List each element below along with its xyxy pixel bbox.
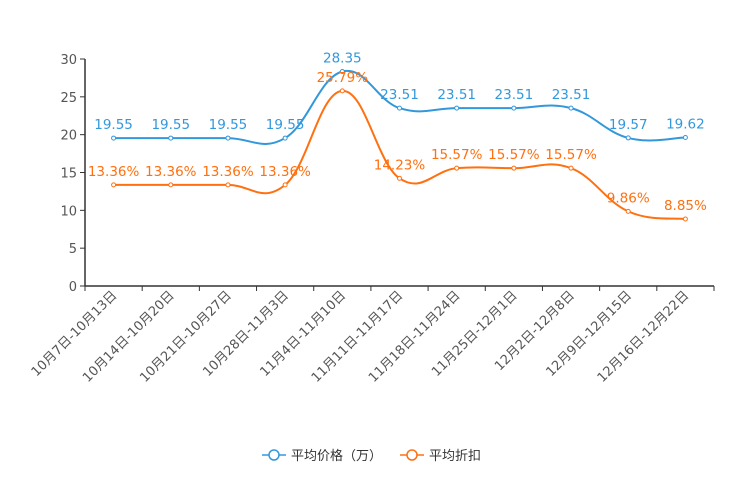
data-point[interactable] <box>511 165 517 171</box>
data-label: 14.23% <box>374 157 426 173</box>
data-point[interactable] <box>339 88 345 94</box>
data-point[interactable] <box>568 165 574 171</box>
data-label: 19.55 <box>94 117 133 133</box>
data-label: 23.51 <box>437 87 476 103</box>
data-label: 8.85% <box>664 198 707 214</box>
data-point[interactable] <box>111 135 117 141</box>
data-point[interactable] <box>682 216 688 222</box>
y-tick-label: 5 <box>69 242 77 257</box>
data-label: 15.57% <box>488 147 540 163</box>
data-label: 28.35 <box>323 50 362 66</box>
y-tick-label: 25 <box>60 91 77 106</box>
data-label: 13.36% <box>202 164 254 180</box>
data-label: 13.36% <box>259 164 311 180</box>
data-point[interactable] <box>625 135 631 141</box>
data-label: 15.57% <box>545 147 597 163</box>
data-point[interactable] <box>111 182 117 188</box>
data-point[interactable] <box>682 135 688 141</box>
data-point[interactable] <box>454 105 460 111</box>
y-tick-label: 30 <box>60 53 77 68</box>
data-label: 19.62 <box>666 117 705 133</box>
y-tick-label: 0 <box>69 280 77 295</box>
data-label: 23.51 <box>495 87 534 103</box>
data-label: 15.57% <box>431 147 483 163</box>
data-point[interactable] <box>282 182 288 188</box>
data-label: 25.79% <box>317 70 369 86</box>
y-tick-label: 10 <box>60 204 77 219</box>
data-point[interactable] <box>568 105 574 111</box>
data-label: 19.55 <box>151 117 190 133</box>
data-label: 19.55 <box>209 117 248 133</box>
series-line <box>113 69 686 145</box>
series-line <box>113 89 686 221</box>
legend-marker-icon <box>406 449 418 461</box>
data-point[interactable] <box>397 105 402 111</box>
data-point[interactable] <box>625 208 631 214</box>
data-point[interactable] <box>454 165 460 171</box>
data-point[interactable] <box>397 175 402 181</box>
data-label: 23.51 <box>552 87 591 103</box>
legend-item[interactable]: 平均价格（万） <box>262 448 382 464</box>
y-tick-label: 20 <box>60 129 77 144</box>
data-label: 9.86% <box>607 190 650 206</box>
data-point[interactable] <box>511 105 517 111</box>
legend-label: 平均价格（万） <box>291 448 382 464</box>
data-label: 13.36% <box>145 164 197 180</box>
data-point[interactable] <box>225 182 231 188</box>
data-point[interactable] <box>225 135 231 141</box>
data-point[interactable] <box>339 68 345 74</box>
legend-marker-icon <box>268 449 280 461</box>
legend-item[interactable]: 平均折扣 <box>400 449 481 464</box>
y-tick-label: 15 <box>60 167 77 182</box>
data-label: 19.57 <box>609 117 648 133</box>
legend-label: 平均折扣 <box>429 449 481 464</box>
data-label: 23.51 <box>380 87 419 103</box>
data-label: 13.36% <box>88 164 140 180</box>
data-point[interactable] <box>168 182 174 188</box>
data-label: 19.55 <box>266 117 305 133</box>
data-point[interactable] <box>168 135 174 141</box>
data-point[interactable] <box>282 135 288 141</box>
